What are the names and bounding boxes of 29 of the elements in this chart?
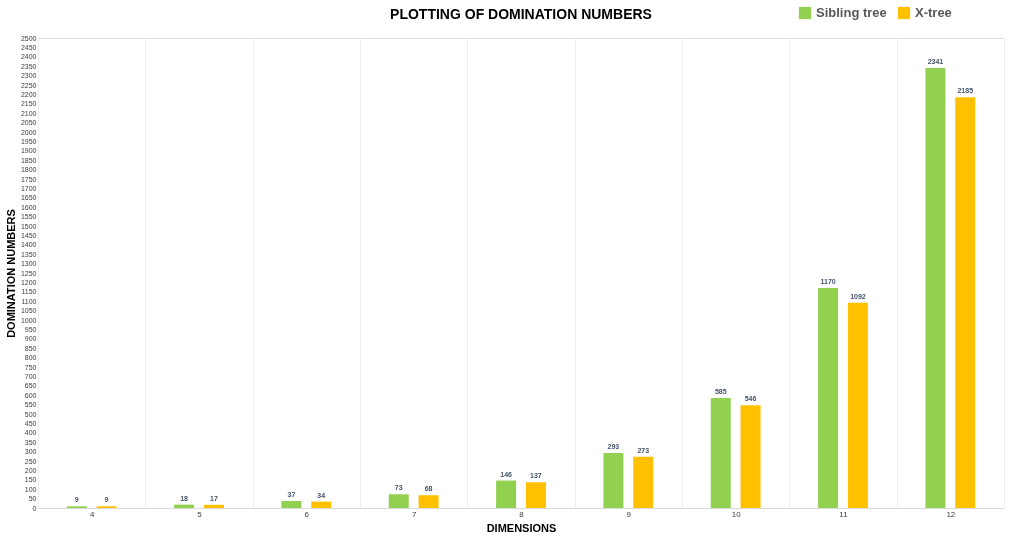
x-tick-label: 8 <box>519 509 525 519</box>
bar <box>633 456 654 508</box>
legend-label: Sibling tree <box>816 5 887 20</box>
bar <box>925 67 946 508</box>
x-tick-label: 5 <box>197 509 203 519</box>
bar <box>496 480 517 508</box>
bar <box>203 504 224 508</box>
legend-label: X-tree <box>915 5 952 20</box>
x-axis-title: DIMENSIONS <box>486 521 557 534</box>
x-tick-label: 7 <box>411 509 417 519</box>
bar <box>710 398 731 508</box>
x-tick-label: 4 <box>89 509 95 519</box>
chart-title: PLOTTING OF DOMINATION NUMBERS <box>390 6 652 22</box>
bar <box>740 405 761 508</box>
bar <box>525 482 546 508</box>
x-tick-label: 10 <box>731 509 742 519</box>
bar <box>818 288 839 508</box>
bar <box>955 97 976 508</box>
bar <box>418 495 439 508</box>
bar <box>311 501 332 508</box>
bar <box>847 302 868 508</box>
x-tick-label: 12 <box>946 509 956 519</box>
x-tick-label: 6 <box>304 509 310 519</box>
bar <box>603 452 624 508</box>
bar <box>388 494 409 508</box>
bar <box>281 501 302 508</box>
y-axis-title: DOMINATION NUMBERS <box>4 209 17 338</box>
x-tick-label: 11 <box>839 509 849 519</box>
x-tick-label: 9 <box>626 509 632 519</box>
